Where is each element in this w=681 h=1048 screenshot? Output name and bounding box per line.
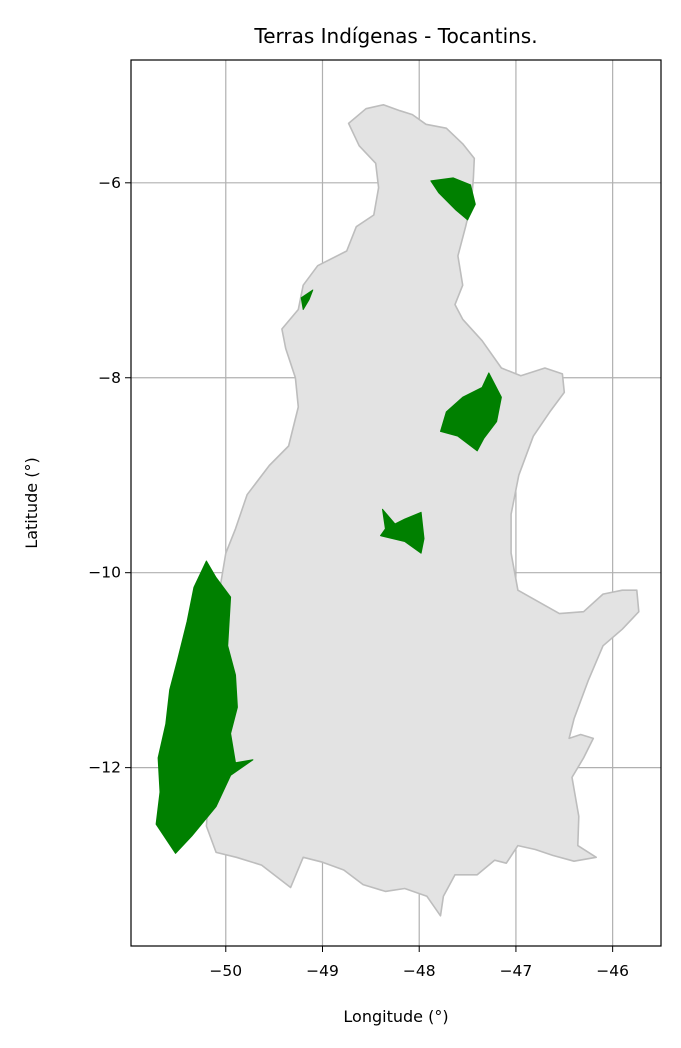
x-axis-ticks: −50 −49 −48 −47 −46 bbox=[209, 946, 629, 980]
plot-area bbox=[131, 60, 661, 946]
chart-title: Terras Indígenas - Tocantins. bbox=[253, 24, 537, 48]
x-tick-label: −47 bbox=[500, 962, 533, 980]
y-tick-label: −10 bbox=[88, 564, 121, 582]
x-axis-label: Longitude (°) bbox=[343, 1007, 448, 1026]
y-tick-label: −8 bbox=[98, 369, 121, 387]
x-tick-label: −46 bbox=[596, 962, 629, 980]
state-outline-layer bbox=[205, 105, 639, 916]
tocantins-state-shape bbox=[205, 105, 639, 916]
x-tick-label: −48 bbox=[403, 962, 436, 980]
y-axis-ticks: −6 −8 −10 −12 bbox=[88, 174, 131, 777]
x-tick-label: −50 bbox=[209, 962, 242, 980]
y-tick-label: −6 bbox=[98, 174, 121, 192]
y-axis-label: Latitude (°) bbox=[22, 457, 41, 548]
x-tick-label: −49 bbox=[306, 962, 339, 980]
y-tick-label: −12 bbox=[88, 759, 121, 777]
